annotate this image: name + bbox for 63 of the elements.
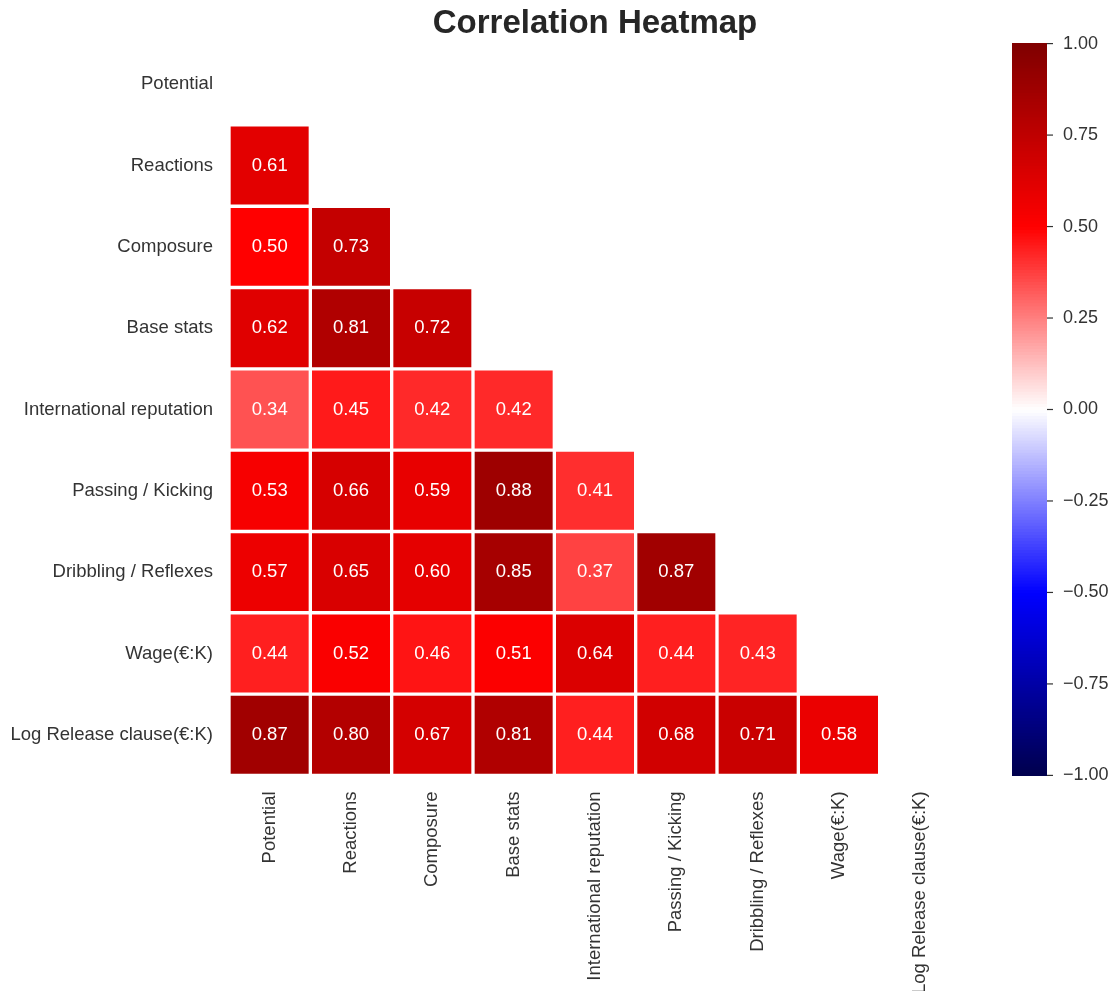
- x-tick-label: Potential: [257, 791, 279, 864]
- data-label: 0.81: [332, 316, 370, 338]
- color-bar-label: 0.50: [1063, 215, 1099, 236]
- color-bar-label: −0.25: [1063, 489, 1109, 510]
- data-label: 0.65: [332, 560, 370, 582]
- data-label: 0.64: [576, 641, 614, 663]
- x-tick-label: Dribbling / Reflexes: [745, 791, 767, 952]
- color-bar-label: 0.75: [1063, 124, 1099, 145]
- color-bar-label: −0.50: [1063, 581, 1109, 602]
- color-bar-label: −1.00: [1063, 764, 1109, 785]
- data-label: 0.88: [495, 478, 532, 500]
- data-label: 0.46: [414, 641, 451, 663]
- color-bar-label: 0.25: [1063, 306, 1099, 327]
- x-tick-label: Composure: [420, 791, 442, 888]
- data-label: 0.44: [251, 641, 288, 663]
- x-tick-label: Base stats: [501, 791, 523, 878]
- x-tick-label: International reputation: [583, 791, 605, 981]
- data-label: 0.60: [414, 560, 451, 582]
- data-label: 0.81: [495, 722, 532, 744]
- y-tick-label: Potential: [141, 72, 213, 94]
- x-tick-label: Reactions: [339, 791, 361, 874]
- x-tick-label: Wage(€:K): [827, 791, 849, 880]
- data-label: 0.37: [576, 560, 614, 582]
- data-label: 0.66: [332, 478, 370, 500]
- y-tick-label: Base stats: [126, 316, 213, 338]
- data-label: 0.71: [739, 722, 776, 744]
- y-tick-label: Composure: [117, 234, 213, 256]
- y-tick-label: Dribbling / Reflexes: [52, 560, 213, 582]
- data-label: 0.44: [576, 722, 614, 744]
- data-label: 0.43: [739, 641, 776, 663]
- data-label: 0.58: [820, 722, 858, 744]
- data-label: 0.45: [332, 397, 370, 419]
- color-bar-label: −0.75: [1063, 672, 1109, 693]
- y-tick-label: International reputation: [23, 397, 213, 419]
- data-label: 0.87: [251, 722, 288, 744]
- data-label: 0.57: [251, 560, 288, 582]
- data-label: 0.87: [658, 560, 695, 582]
- y-tick-label: Log Release clause(€:K): [10, 722, 213, 744]
- data-label: 0.44: [658, 641, 695, 663]
- data-label: 0.34: [251, 397, 288, 419]
- data-label: 0.42: [495, 397, 532, 419]
- data-label: 0.61: [251, 153, 288, 175]
- data-label: 0.62: [251, 316, 288, 338]
- data-label: 0.51: [495, 641, 532, 663]
- y-tick-label: Passing / Kicking: [72, 478, 213, 500]
- data-label: 0.68: [658, 722, 695, 744]
- data-label: 0.59: [414, 478, 451, 500]
- data-label: 0.53: [251, 478, 288, 500]
- data-label: 0.50: [251, 234, 288, 256]
- color-bar-label: 1.00: [1063, 32, 1099, 53]
- y-tick-label: Wage(€:K): [125, 641, 213, 663]
- y-tick-label: Reactions: [130, 153, 213, 175]
- data-label: 0.42: [414, 397, 451, 419]
- data-label: 0.73: [332, 234, 370, 256]
- data-label: 0.85: [495, 560, 532, 582]
- color-bar-label: 0.00: [1063, 398, 1099, 419]
- data-label: 0.67: [414, 722, 451, 744]
- data-label: 0.72: [414, 316, 451, 338]
- chart-title: Correlation Heatmap: [431, 2, 759, 42]
- data-label: 0.52: [332, 641, 370, 663]
- data-label: 0.80: [332, 722, 370, 744]
- data-label: 0.41: [576, 478, 614, 500]
- x-tick-label: Passing / Kicking: [664, 791, 686, 933]
